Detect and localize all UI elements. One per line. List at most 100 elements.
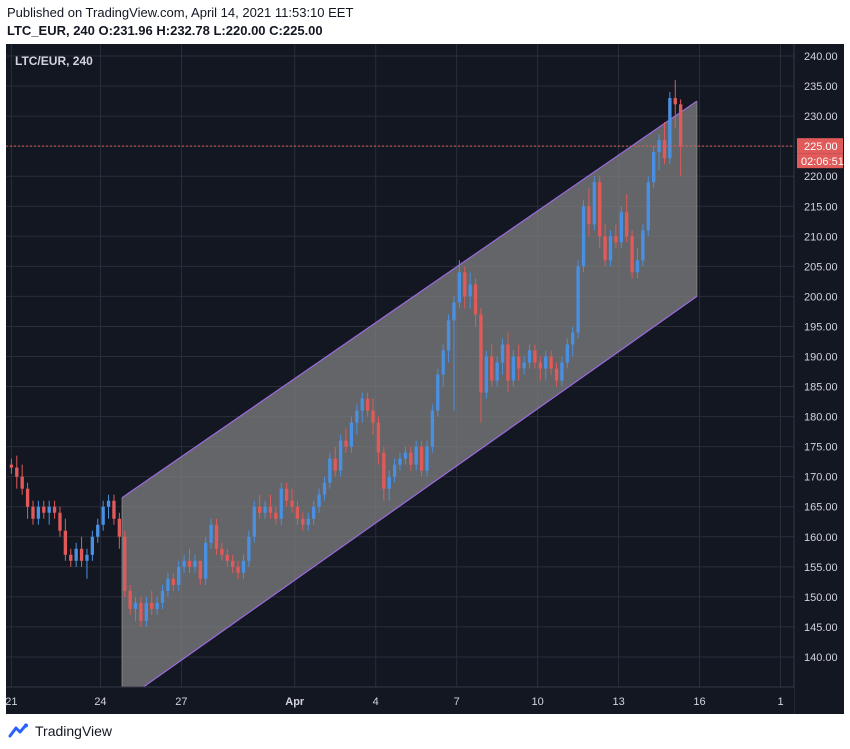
candle <box>322 476 327 501</box>
candle <box>398 452 402 471</box>
candle-body <box>376 422 381 453</box>
candle <box>112 494 116 525</box>
price-axis[interactable]: 140.00 145.00 150.00 155.00 160.00 165.00 170.… <box>793 44 844 714</box>
candle <box>479 308 483 423</box>
candle <box>457 260 462 309</box>
candle-body <box>193 560 197 567</box>
candle-body <box>565 344 569 363</box>
channel-upper-line <box>121 100 698 499</box>
candle-body <box>392 464 397 477</box>
chart-title: LTC/EUR, 240 <box>15 54 93 68</box>
candle <box>446 314 451 363</box>
channel-lower-line <box>142 295 698 687</box>
candle <box>214 518 219 555</box>
candle-body <box>473 284 478 315</box>
candle-body <box>231 560 235 567</box>
candle <box>522 356 526 375</box>
time-tick-label: 24 <box>94 696 106 708</box>
candle <box>598 176 602 249</box>
candle <box>74 542 78 567</box>
candle <box>257 494 262 519</box>
candle <box>52 500 57 519</box>
candle <box>495 356 499 387</box>
candle-body <box>495 362 499 381</box>
candle-body <box>274 512 278 519</box>
candle-body <box>646 182 650 231</box>
time-tick-label: 10 <box>532 696 544 708</box>
candle-body <box>581 206 586 267</box>
symbol-ohlc-line: LTC_EUR, 240 O:231.96 H:232.78 L:220.00 … <box>7 23 323 38</box>
candle <box>403 446 408 465</box>
candle <box>301 512 305 531</box>
candle-body <box>430 410 435 447</box>
candle <box>338 434 343 477</box>
candle <box>581 200 586 273</box>
candle <box>625 194 629 243</box>
candle-body <box>662 140 667 159</box>
candle-body <box>20 476 24 489</box>
candle-body <box>47 506 51 513</box>
candle <box>603 224 607 267</box>
candle <box>678 99 683 177</box>
candle <box>166 572 170 597</box>
candlestick-chart[interactable]: 140.00 145.00 150.00 155.00 160.00 165.00 170.… <box>5 44 844 714</box>
time-tick-label: 16 <box>693 696 705 708</box>
candle <box>549 350 553 375</box>
candle <box>349 416 354 453</box>
candle-body <box>511 356 516 381</box>
candle <box>150 590 154 615</box>
candle-body <box>571 332 575 345</box>
candle <box>171 572 175 591</box>
candle <box>220 542 224 561</box>
time-tick-label: 21 <box>6 696 18 708</box>
candle <box>295 500 300 525</box>
candle <box>392 458 397 483</box>
candle-body <box>360 398 364 411</box>
time-axis[interactable]: 21 24 27 Apr 4 7 10 13 16 1 <box>5 686 794 714</box>
candle <box>306 512 310 531</box>
price-tick-label: 155.00 <box>804 562 838 574</box>
chart-frame[interactable]: 140.00 145.00 150.00 155.00 160.00 165.00 170.… <box>5 44 844 714</box>
candle <box>317 488 321 513</box>
candle-body <box>490 356 494 381</box>
candle <box>193 554 197 573</box>
candle-body <box>500 344 505 363</box>
candle-body <box>344 440 348 447</box>
time-tick-label: 13 <box>612 696 624 708</box>
candle-body <box>419 446 424 471</box>
candle-body <box>225 554 229 561</box>
candle-body <box>549 356 553 369</box>
price-tick-label: 165.00 <box>804 502 838 514</box>
candle-body <box>177 566 181 585</box>
candle-body <box>220 548 224 555</box>
parallel-channel[interactable] <box>121 100 698 702</box>
candle-body <box>112 500 116 519</box>
candle <box>155 596 159 615</box>
candle-body <box>619 212 623 243</box>
candle-body <box>576 266 580 333</box>
candle <box>527 344 532 369</box>
candle-body <box>36 506 41 519</box>
candle-body <box>306 518 310 525</box>
candle-body <box>365 398 370 411</box>
candle <box>436 368 440 417</box>
candle <box>414 440 418 471</box>
candle <box>117 512 122 549</box>
candle <box>608 230 613 267</box>
price-tick-label: 210.00 <box>804 231 838 243</box>
candle-body <box>25 488 30 507</box>
candle <box>517 344 521 381</box>
candle <box>63 518 68 561</box>
time-tick-label: 1 <box>777 696 783 708</box>
tradingview-logo[interactable]: TradingView <box>8 721 112 741</box>
candle <box>614 224 618 249</box>
candle-body <box>133 602 138 609</box>
candle <box>101 500 105 531</box>
ohlc-open-value: 231.96 <box>112 23 153 38</box>
candle <box>468 272 472 309</box>
candle-body <box>263 506 267 513</box>
candle-body <box>106 500 111 507</box>
candle <box>490 344 494 387</box>
candle-body <box>425 446 429 471</box>
candle <box>571 326 575 357</box>
